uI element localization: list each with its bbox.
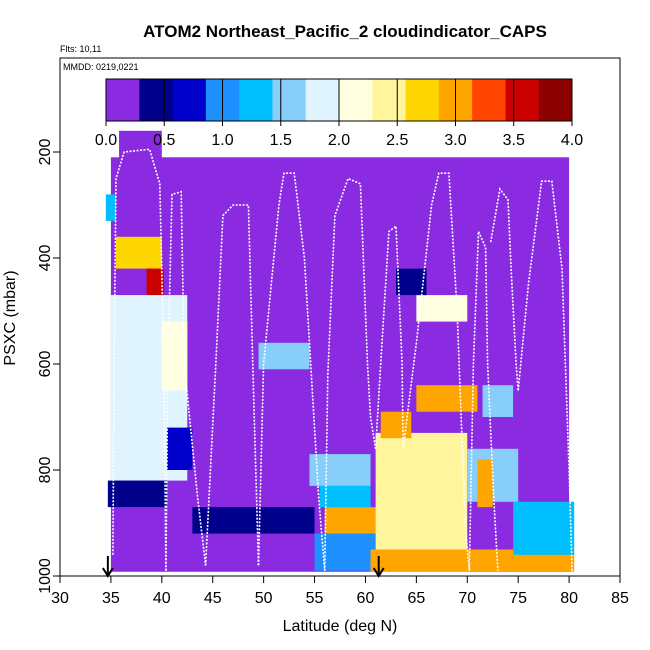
colorbar-tick-label-6: 3.0: [444, 132, 466, 149]
colorbar-swatch-1: [139, 79, 174, 121]
heatmap-cell-12: [319, 485, 371, 508]
heatmap-cell-11: [309, 454, 371, 486]
y-tick-label-0: 200: [37, 139, 54, 166]
heatmap-cell-6: [161, 321, 188, 391]
y-axis: 200 400 600 800 1000: [37, 139, 61, 594]
colorbar-tick-label-1: 0.5: [153, 132, 175, 149]
colorbar-swatch-5: [272, 79, 307, 121]
heatmap-cell-7: [166, 427, 193, 470]
x-tick-label-2: 40: [153, 590, 171, 607]
flights-label: Flts: 10,11: [60, 44, 101, 54]
heatmap-cell-13: [324, 507, 381, 534]
x-axis-label: Latitude (deg N): [283, 618, 398, 635]
heatmap-cell-17: [416, 385, 478, 412]
x-tick-label-6: 60: [357, 590, 375, 607]
colorbar-swatch-0: [106, 79, 140, 121]
heatmap-cell-24: [477, 459, 493, 508]
y-tick-label-4: 1000: [37, 558, 54, 594]
y-tick-label-3: 800: [37, 457, 54, 484]
heatmap-cell-23: [513, 501, 575, 555]
heatmap-cell-16: [380, 411, 412, 439]
heatmap-cell-4: [146, 268, 164, 296]
x-tick-label-4: 50: [255, 590, 273, 607]
x-tick-label-11: 85: [611, 590, 629, 607]
chart-title: ATOM2 Northeast_Pacific_2 cloudindicator…: [143, 22, 547, 41]
y-tick-label-1: 400: [37, 245, 54, 272]
x-tick-label-7: 65: [407, 590, 425, 607]
colorbar-tick-label-8: 4.0: [561, 132, 583, 149]
colorbar-swatch-4: [239, 79, 273, 121]
colorbar-swatch-2: [172, 79, 207, 121]
heatmap-cell-14: [314, 533, 376, 571]
colorbar-swatch-12: [505, 79, 540, 121]
heatmap-cell-18: [416, 295, 468, 322]
colorbar-tick-label-0: 0.0: [95, 132, 117, 149]
x-tick-label-1: 35: [102, 590, 120, 607]
heatmap-cell-10: [258, 342, 310, 370]
colorbar-tick-label-4: 2.0: [328, 132, 350, 149]
x-tick-label-5: 55: [306, 590, 324, 607]
colorbar-tick-label-2: 1.0: [211, 132, 233, 149]
colorbar-swatch-7: [339, 79, 373, 121]
colorbar-swatch-13: [538, 79, 573, 121]
flight-track-layer: [112, 148, 573, 571]
flight-track-7: [468, 231, 499, 571]
flight-track-3: [257, 172, 326, 571]
heatmap-cell-8: [107, 480, 167, 508]
mmdd-label: MMDD: 0219,0221: [63, 62, 139, 72]
colorbar-swatch-9: [405, 79, 440, 121]
heatmap-cell-15: [375, 432, 468, 572]
y-axis-label: PSXC (mbar): [2, 270, 19, 365]
colorbar-tick-label-7: 3.5: [503, 132, 525, 149]
x-tick-label-8: 70: [458, 590, 476, 607]
colorbar: 0.0 0.5 1.0 1.5 2.0 2.5 3.0 3.5 4.0: [95, 78, 583, 149]
x-tick-label-9: 75: [509, 590, 527, 607]
flight-track-0: [112, 148, 167, 571]
heatmap-cell-20: [370, 549, 575, 572]
colorbar-tick-label-5: 2.5: [386, 132, 408, 149]
flight-track-5: [374, 224, 404, 449]
heatmap-layer: [105, 130, 575, 572]
heatmap-cell-3: [116, 236, 162, 269]
flight-track-8: [489, 187, 519, 391]
colorbar-swatch-6: [305, 79, 340, 121]
y-tick-label-2: 600: [37, 351, 54, 378]
flight-track-9: [517, 180, 573, 571]
flight-track-6: [402, 172, 471, 571]
heatmap-cell-9: [192, 507, 315, 534]
colorbar-swatch-8: [372, 79, 407, 121]
x-axis: 30 35 40 45 50 55 60 65 70 75 80 85: [51, 575, 629, 607]
heatmap-cell-2: [105, 194, 116, 221]
heatmap-cell-22: [482, 385, 514, 417]
flight-track-2: [204, 204, 260, 566]
colorbar-tick-label-3: 1.5: [270, 132, 292, 149]
colorbar-swatch-11: [472, 79, 506, 121]
x-tick-label-10: 80: [560, 590, 578, 607]
x-tick-label-0: 30: [51, 590, 69, 607]
x-tick-label-3: 45: [204, 590, 222, 607]
flight-track-1: [165, 190, 207, 571]
